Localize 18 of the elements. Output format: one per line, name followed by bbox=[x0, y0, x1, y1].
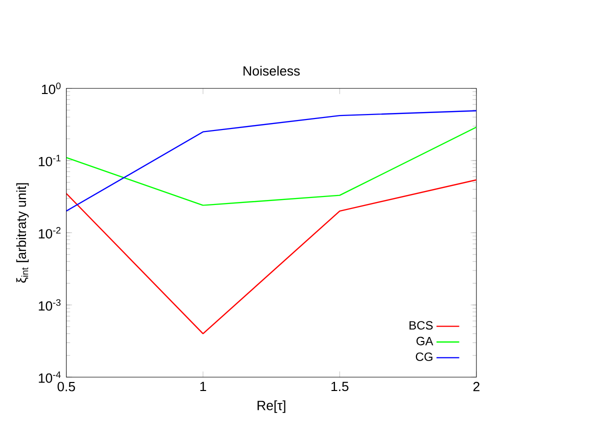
legend-label: GA bbox=[416, 336, 434, 346]
x-tick-label: 1 bbox=[200, 382, 206, 391]
legend-label: BCS bbox=[410, 320, 433, 330]
line-series bbox=[66, 179, 476, 334]
x-tick-label: 2 bbox=[473, 382, 480, 391]
y-tick-label: 10$^{0}$ bbox=[42, 82, 61, 94]
y-tick-label: 10$^{-1}$ bbox=[38, 154, 60, 166]
x-tick-label: 1.5 bbox=[331, 382, 348, 391]
y-axis-title: ξ$_{int}$ [arbitraty unit] bbox=[16, 183, 29, 282]
y-tick-label: 10$^{-4}$ bbox=[38, 371, 61, 383]
x-axis-title: Re[τ] bbox=[258, 400, 286, 413]
legend-label: CG bbox=[416, 352, 432, 361]
line-series bbox=[66, 126, 476, 206]
y-tick-label: 10$^{-3}$ bbox=[38, 299, 61, 311]
line-series bbox=[66, 110, 476, 212]
y-tick-label: 10$^{-2}$ bbox=[38, 226, 60, 238]
x-tick-label: 0.5 bbox=[58, 382, 76, 392]
chart-title: Noiseless bbox=[244, 66, 300, 76]
